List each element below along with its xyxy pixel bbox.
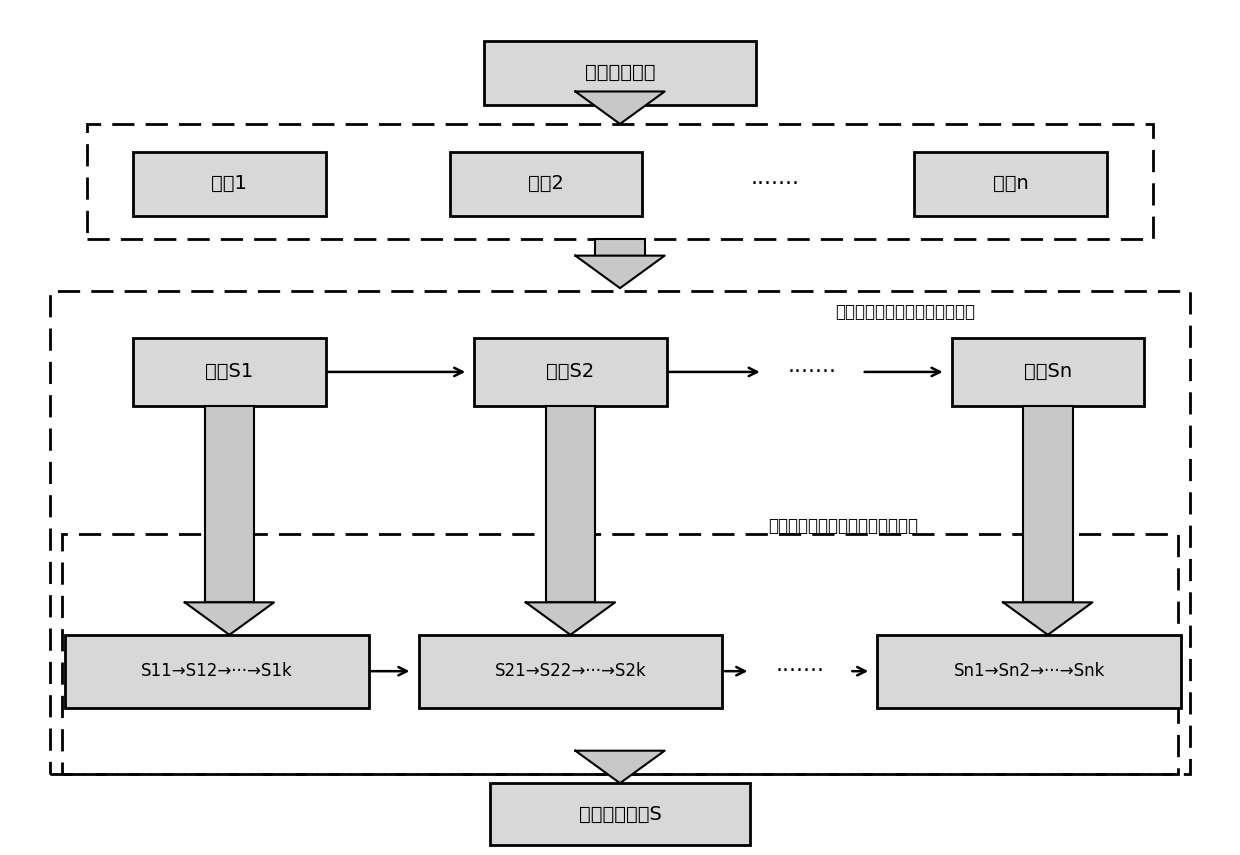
Bar: [484, 40, 756, 104]
Bar: [64, 634, 370, 708]
Text: 模块1: 模块1: [212, 174, 247, 193]
Text: 模块2: 模块2: [528, 174, 563, 193]
Bar: [1023, 406, 1073, 602]
Bar: [449, 151, 642, 215]
Text: ·······: ·······: [750, 174, 800, 194]
Text: 模块S1: 模块S1: [206, 363, 253, 381]
Bar: [952, 338, 1145, 406]
Text: 动态规划进行粗规划（模块间）: 动态规划进行粗规划（模块间）: [836, 303, 975, 321]
Bar: [205, 406, 254, 602]
Text: 模块S2: 模块S2: [547, 363, 594, 381]
Polygon shape: [575, 751, 665, 783]
Bar: [914, 151, 1106, 215]
Bar: [474, 338, 667, 406]
Text: ·······: ·······: [775, 661, 825, 681]
Bar: [490, 783, 750, 845]
Polygon shape: [526, 602, 615, 634]
Polygon shape: [575, 256, 665, 288]
Bar: [87, 124, 1153, 239]
Text: 遗传算法进行细规划（模块内部）: 遗传算法进行细规划（模块内部）: [769, 516, 918, 535]
Text: 输出：总序列S: 输出：总序列S: [579, 805, 661, 823]
Bar: [595, 239, 645, 256]
Text: 模块Sn: 模块Sn: [1024, 363, 1071, 381]
Bar: [546, 406, 595, 602]
Bar: [62, 534, 1178, 774]
Bar: [50, 291, 1190, 774]
Bar: [134, 151, 326, 215]
Text: 输入：装配体: 输入：装配体: [585, 63, 655, 82]
Text: S21→S22→···→S2k: S21→S22→···→S2k: [495, 662, 646, 681]
Bar: [134, 338, 326, 406]
Polygon shape: [1003, 602, 1092, 634]
Polygon shape: [185, 602, 274, 634]
Polygon shape: [575, 91, 665, 124]
Bar: [419, 634, 722, 708]
Text: S11→S12→···→S1k: S11→S12→···→S1k: [141, 662, 293, 681]
Text: Sn1→Sn2→···→Snk: Sn1→Sn2→···→Snk: [954, 662, 1105, 681]
Text: ·······: ·······: [787, 362, 837, 382]
Bar: [878, 634, 1182, 708]
Text: 模块n: 模块n: [993, 174, 1028, 193]
